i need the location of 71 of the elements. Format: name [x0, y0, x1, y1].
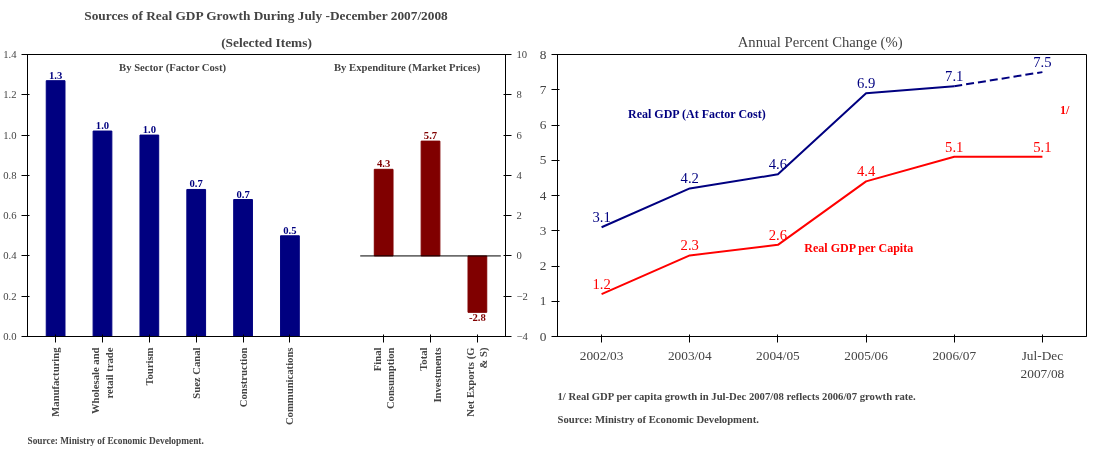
x-tick-label: 2002/03	[579, 347, 624, 363]
y-tick-label: 0.2	[3, 290, 17, 302]
y-tick-label: 4	[539, 187, 547, 203]
data-label: 5.7	[423, 130, 438, 142]
x-tick-label: Final Consumption	[371, 347, 396, 410]
x-tick-label: Wholesale and retail trade	[90, 347, 115, 415]
y2-tick-label: 6	[516, 129, 523, 141]
x-tick-label: Suez Canal	[190, 347, 202, 399]
data-label: 3.1	[592, 209, 611, 226]
y-tick-label: 0.8	[3, 169, 17, 181]
data-label: 1.3	[48, 69, 63, 81]
chart-title: Annual Percent Change (%)	[737, 33, 903, 51]
y-tick-label: 1.2	[3, 89, 17, 101]
y2-tick-label: −4	[516, 331, 529, 342]
y2-tick-label: 2	[516, 210, 522, 222]
y2-tick-label: 0	[516, 250, 522, 262]
x-tick-label: Manufacturing	[50, 346, 62, 417]
series-label: Real GDP per Capita	[804, 241, 914, 256]
annotation: By Expenditure (Market Prices)	[333, 61, 481, 74]
y-tick-label: 6	[539, 117, 547, 132]
data-label: 2.6	[768, 226, 788, 243]
annotation: By Sector (Factor Cost)	[119, 61, 227, 74]
data-label: 4.4	[856, 163, 876, 180]
y2-tick-label: −2	[516, 290, 528, 302]
data-label: 1.2	[592, 276, 611, 293]
chart-subtitle: (Selected Items)	[221, 34, 312, 50]
y-tick-label: 1.0	[3, 129, 17, 141]
chart-title: Sources of Real GDP Growth During July -December 2007/2008	[84, 7, 449, 23]
y2-tick-label: 4	[516, 169, 523, 181]
text: 1/ Real GDP per capita growth in Jul-Dec 2007/08 reflects 2006/07 growth rate.	[557, 390, 917, 402]
x-tick-label: 2005/06	[844, 347, 889, 363]
data-label: 0.7	[189, 178, 204, 190]
data-label: 4.3	[377, 158, 391, 170]
data-label: 1.0	[142, 124, 157, 136]
data-label: 7.1	[945, 68, 964, 85]
source-note: Source: Ministry of Economic Development.	[27, 435, 204, 446]
data-label: 4.2	[680, 170, 699, 187]
y-tick-label: 0.0	[3, 331, 17, 342]
data-label: 0.5	[283, 224, 297, 236]
x-tick-label: Net Exports (G & S)	[465, 347, 491, 417]
y-tick-label: 0.4	[3, 250, 18, 262]
data-label: 5.1	[945, 138, 964, 155]
data-label: 2.3	[680, 237, 699, 254]
data-label: 5.1	[1033, 138, 1052, 155]
y-tick-label: 3	[539, 222, 547, 238]
y2-tick-label: 8	[516, 89, 522, 101]
x-tick-label: 2006/07	[932, 347, 977, 363]
text: Real GDP (At Factor Cost)	[628, 107, 766, 122]
x-tick-label: Tourism	[143, 347, 155, 386]
x-tick-label: Construction	[237, 347, 249, 408]
data-label: 6.9	[856, 75, 876, 92]
y-tick-label: 0	[539, 328, 547, 344]
x-tick-label: Jul-Dec 2007/08	[1020, 347, 1065, 381]
y-tick-label: 2	[539, 258, 547, 273]
x-tick-label: Total Investments	[418, 347, 443, 403]
y-tick-label: 5	[539, 152, 547, 168]
y-tick-label: 8	[539, 46, 547, 62]
data-label: 0.7	[236, 188, 251, 200]
x-tick-label: 2003/04	[667, 347, 712, 363]
data-label: -2.8	[468, 312, 486, 324]
y-tick-label: 1	[539, 293, 547, 309]
y-tick-label: 7	[539, 81, 547, 97]
data-label: 7.5	[1033, 54, 1052, 71]
x-tick-label: Communications	[284, 347, 296, 426]
data-label: 1.0	[95, 120, 110, 132]
source-note: Source: Ministry of Economic Development.	[557, 413, 760, 425]
y-tick-label: 1.4	[3, 49, 18, 60]
y-tick-label: 0.6	[3, 210, 18, 222]
y2-tick-label: 10	[516, 49, 528, 60]
annotation: 1/	[1060, 102, 1071, 117]
x-tick-label: 2004/05	[756, 347, 801, 363]
